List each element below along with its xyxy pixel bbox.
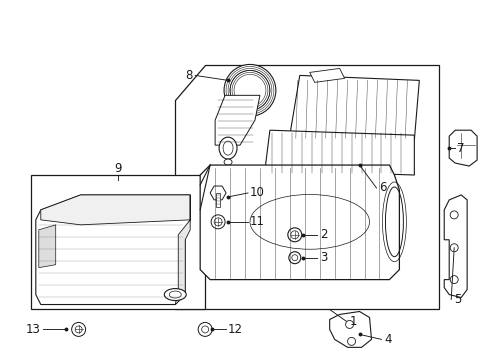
Ellipse shape (229, 71, 269, 110)
Bar (216, 193, 220, 207)
Ellipse shape (291, 255, 297, 261)
Polygon shape (309, 68, 344, 82)
Polygon shape (264, 130, 413, 175)
Ellipse shape (214, 218, 222, 226)
Ellipse shape (449, 276, 457, 284)
Text: 11: 11 (249, 215, 264, 228)
Polygon shape (448, 130, 476, 166)
Ellipse shape (224, 159, 232, 165)
Polygon shape (36, 195, 190, 305)
Ellipse shape (345, 320, 353, 328)
Polygon shape (41, 195, 190, 225)
Ellipse shape (198, 323, 212, 336)
Ellipse shape (287, 228, 301, 242)
Polygon shape (31, 175, 205, 310)
Ellipse shape (211, 215, 224, 229)
Ellipse shape (224, 64, 275, 116)
Ellipse shape (219, 137, 237, 159)
Polygon shape (215, 95, 260, 145)
Polygon shape (443, 195, 466, 298)
Ellipse shape (75, 326, 82, 333)
Ellipse shape (449, 244, 457, 252)
Text: 10: 10 (249, 186, 264, 199)
Ellipse shape (290, 231, 298, 239)
Text: 6: 6 (379, 181, 386, 194)
Ellipse shape (201, 326, 208, 333)
Text: 3: 3 (319, 251, 326, 264)
Ellipse shape (347, 337, 355, 345)
Text: 2: 2 (319, 228, 326, 241)
Polygon shape (289, 75, 419, 140)
Text: 13: 13 (26, 323, 41, 336)
Polygon shape (210, 186, 225, 200)
Polygon shape (200, 165, 399, 280)
Text: 7: 7 (456, 141, 464, 155)
Text: 5: 5 (453, 293, 461, 306)
Ellipse shape (164, 289, 186, 301)
Polygon shape (175, 66, 438, 310)
Ellipse shape (169, 291, 181, 298)
Text: 4: 4 (384, 333, 391, 346)
Ellipse shape (72, 323, 85, 336)
Text: 1: 1 (349, 315, 356, 328)
Polygon shape (175, 195, 190, 305)
Text: 12: 12 (227, 323, 243, 336)
Polygon shape (39, 225, 56, 268)
Polygon shape (329, 311, 371, 347)
Text: 9: 9 (115, 162, 122, 175)
Ellipse shape (288, 252, 300, 264)
Text: 8: 8 (184, 69, 192, 82)
Ellipse shape (223, 141, 233, 155)
Ellipse shape (449, 211, 457, 219)
